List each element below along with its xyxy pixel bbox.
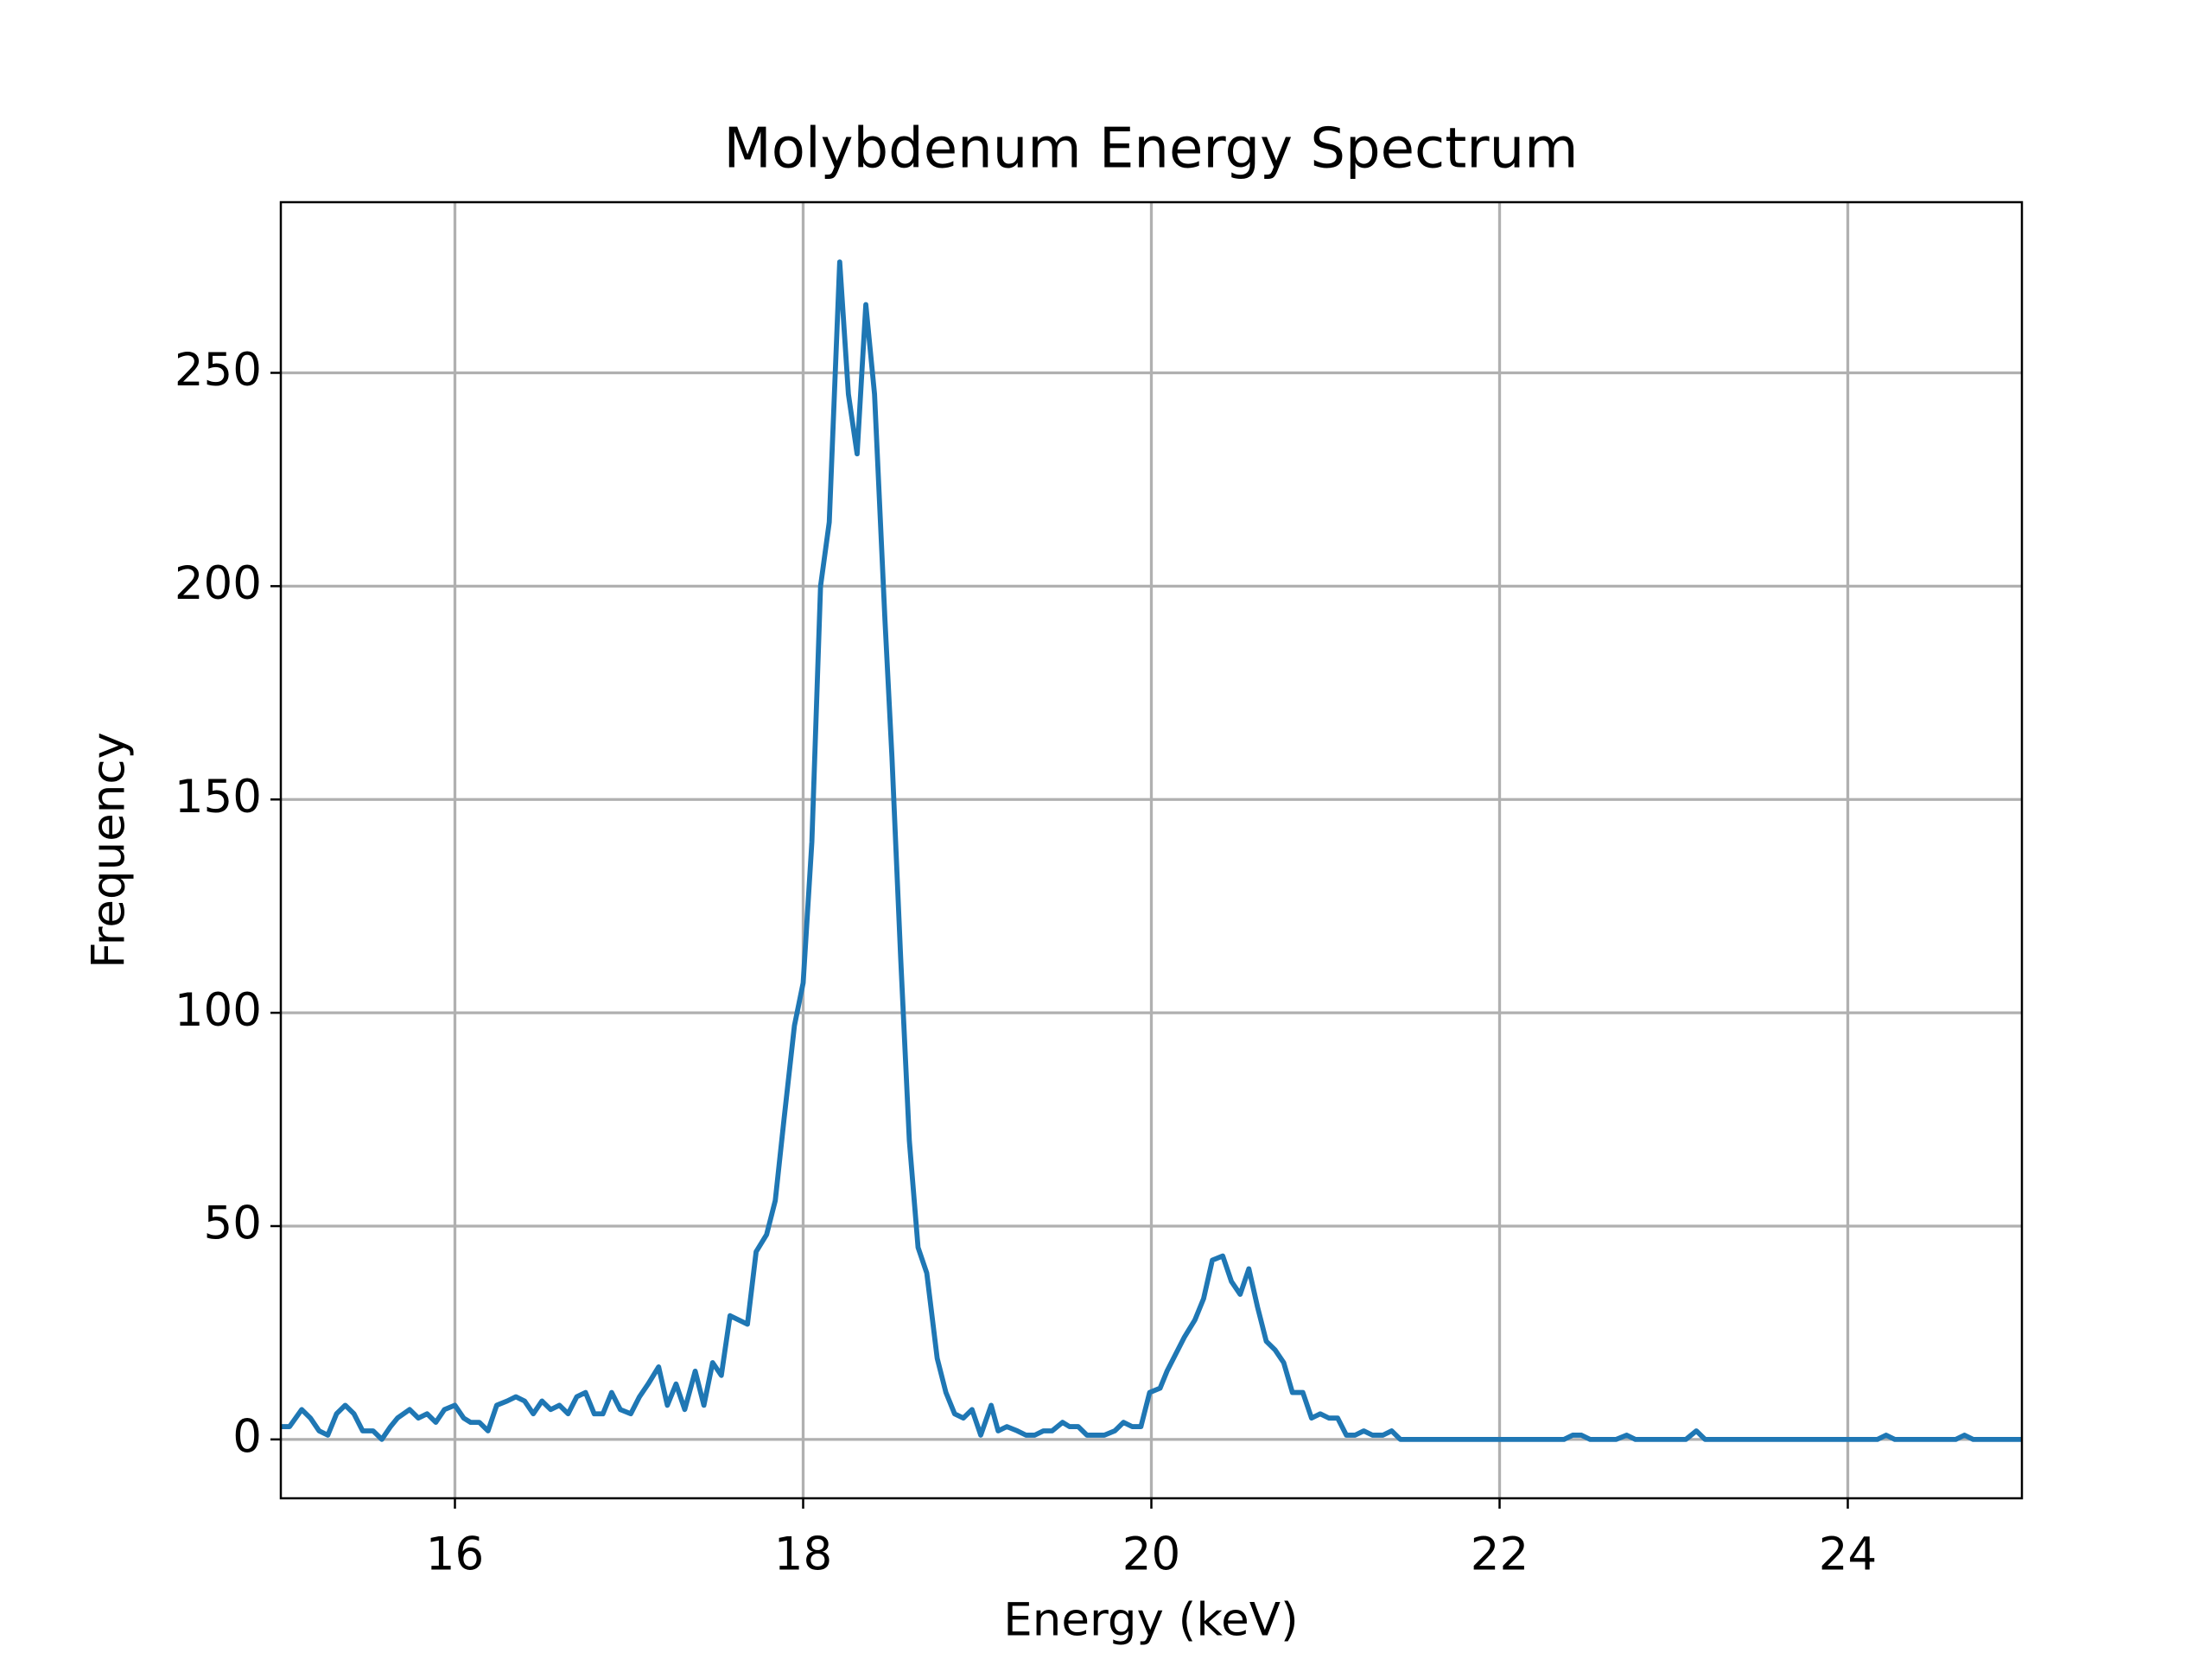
y-tick-label: 150 (175, 771, 262, 823)
x-tick-label: 18 (774, 1529, 832, 1581)
y-tick-label: 0 (232, 1411, 262, 1464)
x-tick-label: 20 (1122, 1529, 1180, 1581)
y-axis-label: Frequency (83, 732, 136, 969)
x-axis-label: Energy (keV) (1003, 1594, 1298, 1647)
data-line (281, 259, 2022, 1442)
ticks: 16 18 20 22 24 0 50 100 150 200 250 (175, 344, 1877, 1581)
y-tick-label: 200 (175, 557, 262, 610)
y-tick-label: 250 (175, 344, 262, 397)
x-tick-label: 22 (1471, 1529, 1529, 1581)
y-tick-label: 100 (175, 984, 262, 1037)
x-tick-label: 24 (1819, 1529, 1877, 1581)
chart-title: Molybdenum Energy Spectrum (724, 118, 1579, 181)
y-tick-label: 50 (204, 1198, 262, 1250)
grid (281, 202, 2022, 1498)
x-tick-label: 16 (426, 1529, 484, 1581)
plot-area (281, 259, 2022, 1442)
